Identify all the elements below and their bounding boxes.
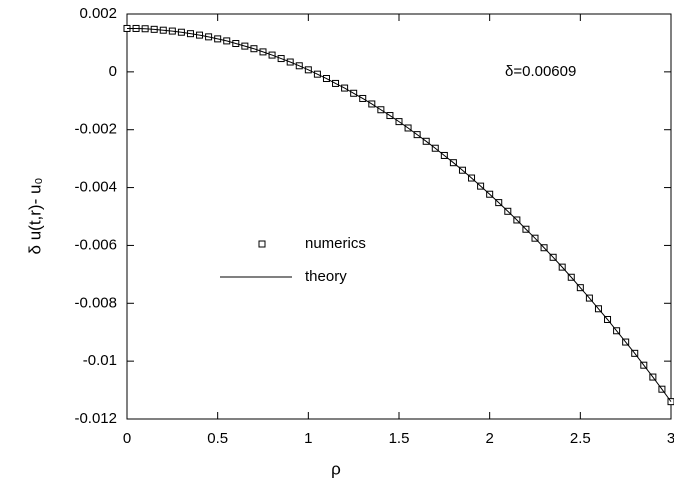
legend-label: theory	[305, 268, 347, 285]
y-tick-label: -0.004	[74, 179, 117, 196]
x-tick-label: 3	[667, 430, 674, 447]
legend-marker	[258, 240, 266, 248]
legend-label: numerics	[305, 235, 366, 252]
x-tick-label: 1.5	[389, 430, 410, 447]
y-tick-label: -0.002	[74, 121, 117, 138]
y-tick-label: 0	[109, 63, 117, 80]
y-tick-label: -0.01	[83, 352, 117, 369]
y-tick-label: -0.012	[74, 410, 117, 427]
y-axis-label: δ u(t,r)- u₀	[25, 178, 44, 255]
x-tick-label: 2	[485, 430, 493, 447]
x-tick-label: 0	[123, 430, 131, 447]
x-axis-label: ρ	[331, 459, 341, 478]
x-tick-label: 1	[304, 430, 312, 447]
y-tick-label: -0.008	[74, 294, 117, 311]
y-tick-label: 0.002	[79, 5, 117, 22]
line-series	[127, 27, 672, 402]
data-point	[667, 398, 674, 406]
annotation: δ=0.00609	[505, 63, 576, 80]
y-tick-label: -0.006	[74, 236, 117, 253]
x-tick-label: 0.5	[207, 430, 228, 447]
plot-frame	[126, 13, 672, 420]
x-tick-label: 2.5	[570, 430, 591, 447]
